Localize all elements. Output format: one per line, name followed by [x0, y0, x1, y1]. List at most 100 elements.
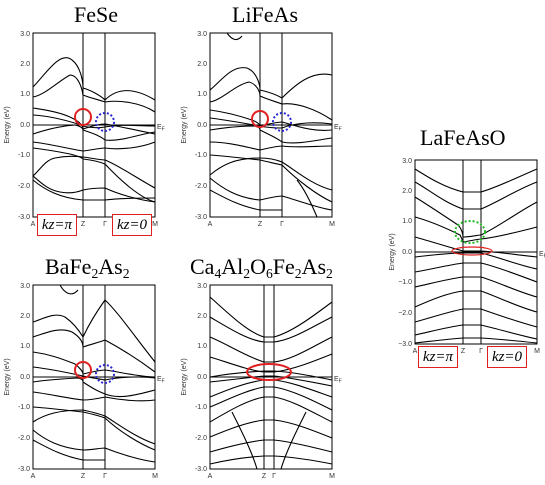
- title-part: As: [301, 254, 327, 279]
- y-axis-label: Energy (eV): [181, 106, 188, 143]
- tick-label: −1.0: [398, 279, 412, 286]
- k-label: Γ: [103, 221, 107, 228]
- ef-label: EF: [157, 124, 165, 133]
- tick-label: -2.0: [195, 183, 207, 190]
- title-ca4al2o6fe2as2: Ca4Al2O6Fe2As2: [190, 254, 333, 281]
- title-part: 2: [326, 265, 333, 281]
- title-part: 2: [122, 265, 130, 281]
- title-part: 2: [294, 265, 302, 281]
- k-label: Z: [262, 473, 267, 480]
- title-part: 4: [214, 265, 222, 281]
- y-axis-label: Energy (eV): [4, 358, 11, 395]
- green-dashed-circle-highlight: [454, 220, 486, 244]
- kz-pi-box: kz=π: [418, 346, 458, 368]
- k-label: Z: [81, 221, 86, 228]
- k-label: M: [152, 221, 158, 228]
- blue-dashed-circle-highlight: [95, 364, 115, 384]
- title-part: 6: [265, 265, 273, 281]
- k-label: A: [31, 473, 36, 480]
- bands: [32, 284, 156, 463]
- tick-label: 3.0: [197, 283, 207, 290]
- ef-label: EF: [334, 124, 342, 133]
- tick-label: 2.0: [20, 313, 30, 320]
- tick-label: 3.0: [402, 158, 412, 165]
- tick-label: −2.0: [398, 310, 412, 317]
- band-plot-lafeaso: 3.0 2.0 1.0 0.0 −1.0 −2.0 −3.0 Energy (e…: [388, 157, 545, 365]
- tick-label: −3.0: [398, 341, 412, 348]
- tick-label: 1.0: [20, 343, 30, 350]
- y-axis-label: Energy (eV): [389, 233, 396, 270]
- k-label: A: [208, 473, 213, 480]
- title-part: 2: [243, 265, 251, 281]
- tick-label: -3.0: [18, 214, 30, 221]
- k-label: A: [208, 221, 213, 228]
- kz-pi-box: kz=π: [37, 214, 77, 236]
- tick-label: 0.0: [20, 122, 30, 129]
- tick-label: 0.0: [402, 249, 412, 256]
- tick-label: 3.0: [197, 31, 207, 38]
- title-part: Fe: [272, 254, 295, 279]
- tick-label: 0.0: [20, 374, 30, 381]
- red-ellipse-highlight: [451, 246, 493, 256]
- tick-label: 1.0: [20, 91, 30, 98]
- title-part: O: [250, 254, 266, 279]
- y-axis-label: Energy (eV): [4, 106, 11, 143]
- bands: [209, 296, 333, 470]
- tick-label: -3.0: [195, 214, 207, 221]
- ef-label: EF: [334, 376, 342, 385]
- tick-label: 2.0: [20, 61, 30, 68]
- tick-label: -1.0: [18, 404, 30, 411]
- blue-dashed-circle-highlight: [272, 112, 292, 132]
- red-circle-highlight: [74, 108, 92, 126]
- k-label: M: [152, 473, 158, 480]
- y-axis-label: Energy (eV): [181, 358, 188, 395]
- kz-zero-box: kz=0: [112, 214, 152, 236]
- k-label: Z: [81, 473, 86, 480]
- title-part: BaFe: [45, 254, 92, 279]
- ef-label: EF: [539, 251, 545, 260]
- tick-label: -2.0: [195, 435, 207, 442]
- k-label: M: [534, 348, 540, 355]
- bands: [32, 57, 156, 203]
- tick-label: 2.0: [197, 61, 207, 68]
- band-plot-fese: 3.0 2.0 1.0 0.0 -1.0 -2.0 -3.0 Energy (e…: [0, 30, 175, 232]
- k-label: A: [413, 348, 418, 355]
- k-label: M: [329, 221, 335, 228]
- tick-label: -3.0: [18, 466, 30, 473]
- k-label: Γ: [479, 348, 483, 355]
- tick-label: -2.0: [18, 435, 30, 442]
- band-plot-bafe2as2: 3.0 2.0 1.0 0.0 -1.0 -2.0 -3.0 Energy (e…: [0, 282, 175, 484]
- k-label: A: [31, 221, 36, 228]
- kz-zero-box: kz=0: [487, 346, 527, 368]
- ef-label: EF: [157, 376, 165, 385]
- k-label: Γ: [280, 221, 284, 228]
- k-label: Γ: [103, 473, 107, 480]
- tick-label: -3.0: [195, 466, 207, 473]
- k-label: M: [329, 473, 335, 480]
- tick-label: -1.0: [195, 152, 207, 159]
- red-ellipse-highlight: [246, 363, 292, 381]
- k-label: Z: [461, 348, 466, 355]
- tick-label: -1.0: [18, 152, 30, 159]
- k-label: Z: [258, 221, 263, 228]
- tick-label: 2.0: [402, 188, 412, 195]
- title-part: Ca: [190, 254, 215, 279]
- tick-label: -1.0: [195, 404, 207, 411]
- red-circle-highlight: [74, 361, 92, 379]
- tick-label: 0.0: [197, 374, 207, 381]
- title-part: As: [98, 254, 123, 279]
- bands: [209, 32, 333, 218]
- title-bafe2as2: BaFe2As2: [45, 254, 130, 281]
- bands: [414, 168, 538, 344]
- tick-label: 2.0: [197, 313, 207, 320]
- title-part: Al: [221, 254, 244, 279]
- tick-label: 3.0: [20, 283, 30, 290]
- title-lifeas: LiFeAs: [232, 2, 298, 27]
- tick-label: -2.0: [18, 183, 30, 190]
- band-plot-ca4al2o6fe2as2: 3.0 2.0 1.0 0.0 -1.0 -2.0 -3.0 Energy (e…: [177, 282, 352, 484]
- tick-label: 1.0: [197, 343, 207, 350]
- red-circle-highlight: [251, 110, 269, 128]
- band-plot-lifeas: 3.0 2.0 1.0 0.0 -1.0 -2.0 -3.0 Energy (e…: [177, 30, 352, 232]
- tick-label: 3.0: [20, 31, 30, 38]
- title-fese: FeSe: [74, 2, 118, 27]
